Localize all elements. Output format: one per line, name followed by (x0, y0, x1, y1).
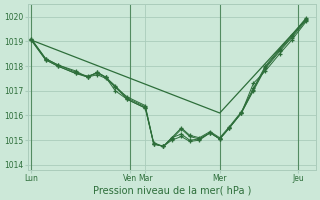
X-axis label: Pression niveau de la mer( hPa ): Pression niveau de la mer( hPa ) (92, 186, 251, 196)
